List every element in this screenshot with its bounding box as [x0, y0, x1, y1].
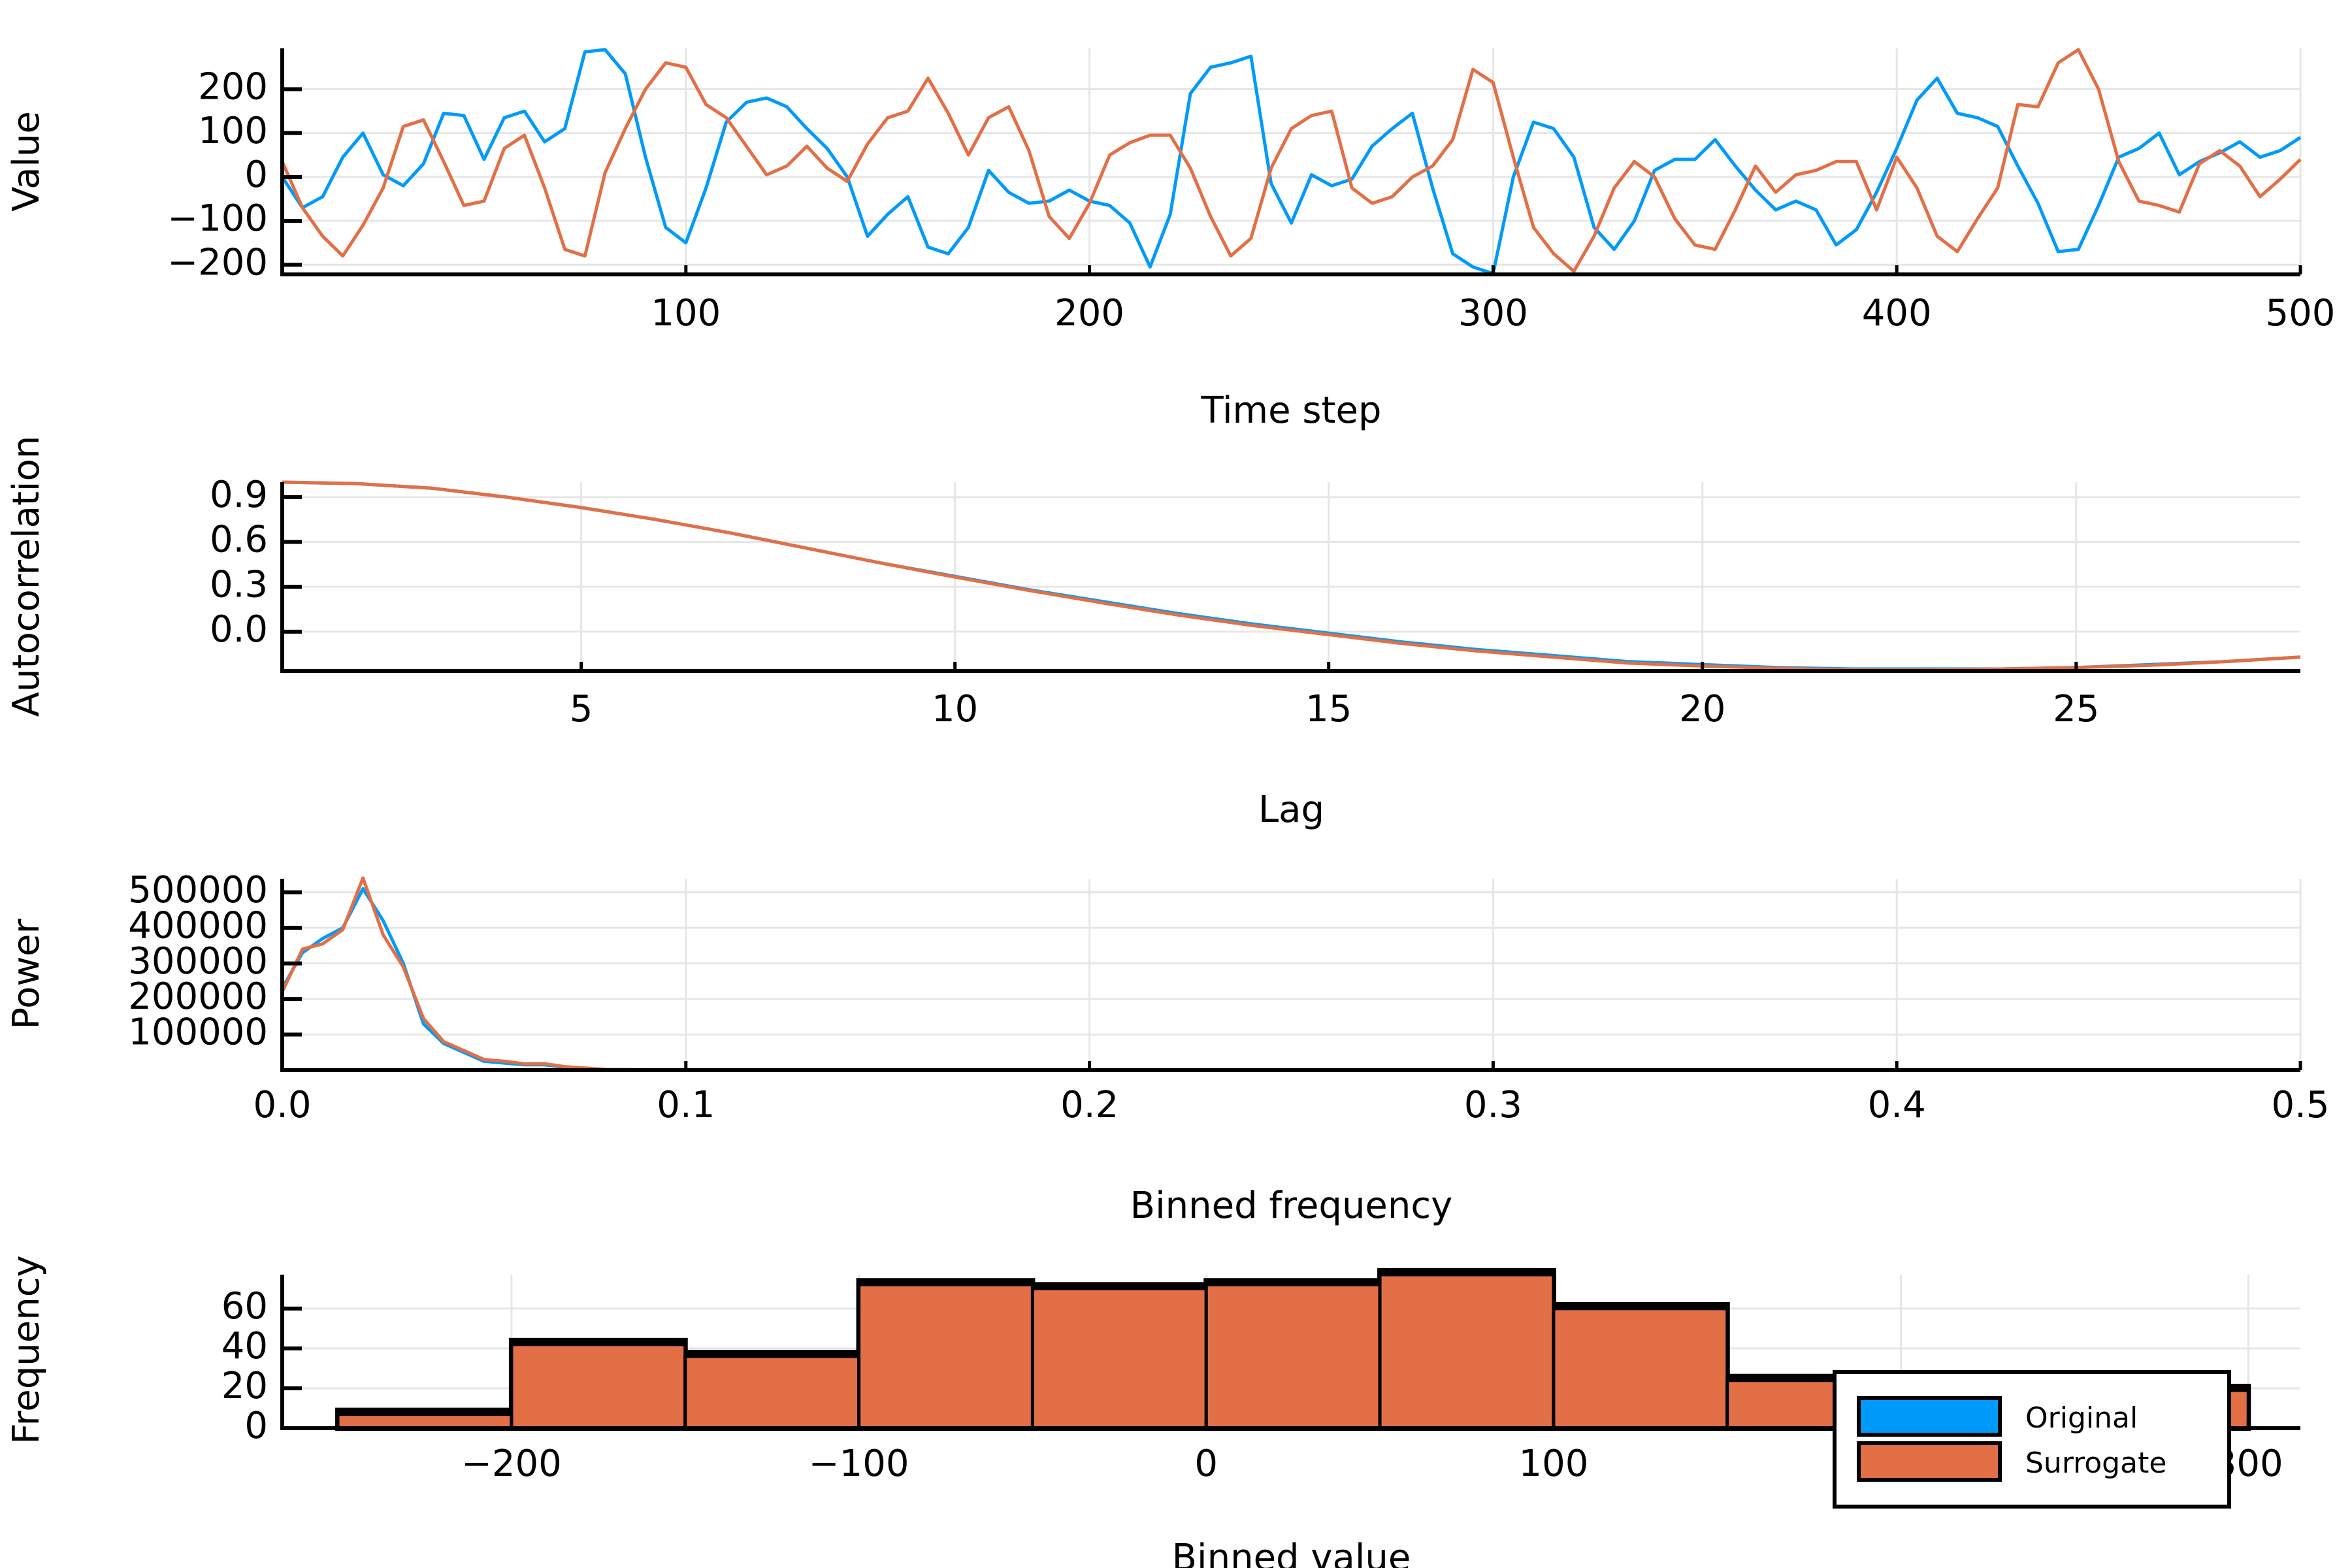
y-tick-label: 300000 [128, 940, 268, 983]
y-tick-label: −200 [167, 241, 268, 284]
x-tick-label: 100 [651, 292, 721, 335]
panel-3: 0.0 0.1 0.2 0.3 0.4 0.5 1000002000003000004000… [5, 869, 2329, 1227]
y-tick-label: 0.0 [210, 608, 268, 651]
y-tick-label: 0.6 [210, 519, 268, 561]
y-axis-label: Value [5, 111, 48, 212]
y-tick-label: 0 [244, 1405, 268, 1447]
histogram-bar-surrogate [510, 1343, 687, 1430]
y-tick-label: 0.3 [210, 563, 268, 606]
y-tick-label: 100 [198, 110, 268, 152]
y-tick-label: 200 [198, 66, 268, 108]
legend-box [1833, 1370, 2231, 1509]
x-axis-label: Binned value [1172, 1537, 1411, 1568]
x-tick-label: 300 [1458, 292, 1528, 335]
x-axis-label: Lag [1258, 789, 1324, 831]
legend: Original Surrogate [1833, 1370, 2231, 1509]
x-tick-label: 20 [1679, 688, 1725, 730]
y-tick-label: 0.9 [210, 474, 268, 516]
series-line-surrogate [280, 48, 2302, 273]
x-tick-label: 0.0 [253, 1084, 311, 1126]
legend-label-original: Original [2025, 1401, 2138, 1435]
legend-label-surrogate: Surrogate [2025, 1446, 2166, 1480]
y-axis-label: Autocorrelation [5, 436, 48, 717]
x-tick-label: 0 [1194, 1443, 1218, 1485]
y-tick-label: 60 [221, 1285, 268, 1328]
x-tick-label: 15 [1305, 688, 1352, 730]
y-axis-label: Power [5, 918, 48, 1029]
x-axis-label: Binned frequency [1130, 1184, 1453, 1227]
y-tick-label: 100000 [128, 1011, 268, 1054]
histogram-bar-surrogate [336, 1413, 514, 1430]
y-tick-label: 40 [221, 1325, 268, 1367]
x-tick-label: 0.4 [1868, 1084, 1926, 1126]
series-line-original [280, 48, 2302, 276]
x-tick-label: 25 [2053, 688, 2099, 730]
histogram-bar-surrogate [1378, 1273, 1556, 1430]
series-line-surrogate [280, 876, 2300, 1072]
histogram-bar-surrogate [857, 1282, 1034, 1430]
y-tick-label: 0 [244, 154, 268, 196]
series-line-original [280, 887, 2300, 1072]
y-tick-label: 200000 [128, 975, 268, 1018]
x-tick-label: 100 [1518, 1443, 1588, 1485]
histogram-bar-surrogate [1204, 1282, 1382, 1430]
histogram-bar-surrogate [683, 1354, 861, 1430]
y-tick-label: 500000 [128, 869, 268, 911]
x-tick-label: −200 [461, 1443, 562, 1485]
histogram-bar-surrogate [1552, 1307, 1729, 1430]
y-axis-label: Frequency [5, 1255, 48, 1444]
histogram-bar-surrogate [1030, 1286, 1208, 1430]
panel-2: 5 10 15 20 25 0.00.30.60.9 Lag Autocorrelation [5, 436, 2301, 831]
x-tick-label: 0.1 [657, 1084, 715, 1126]
x-tick-label: 0.3 [1464, 1084, 1522, 1126]
x-tick-label: 0.2 [1060, 1084, 1119, 1126]
x-tick-label: 500 [2266, 292, 2336, 335]
x-tick-label: 200 [1054, 292, 1124, 335]
x-tick-label: −100 [809, 1443, 909, 1485]
legend-swatch-original [1857, 1396, 2002, 1437]
y-tick-label: 20 [221, 1365, 268, 1407]
x-axis-label: Time step [1201, 389, 1382, 432]
y-tick-label: 400000 [128, 904, 268, 947]
x-tick-label: 0.5 [2271, 1084, 2329, 1126]
y-tick-label: −100 [167, 197, 268, 240]
x-tick-label: 400 [1862, 292, 1932, 335]
series-line-original [282, 480, 2301, 671]
x-tick-label: 5 [570, 688, 593, 730]
series-line-surrogate [282, 480, 2301, 672]
x-tick-label: 10 [932, 688, 978, 730]
legend-swatch-surrogate [1857, 1441, 2002, 1482]
